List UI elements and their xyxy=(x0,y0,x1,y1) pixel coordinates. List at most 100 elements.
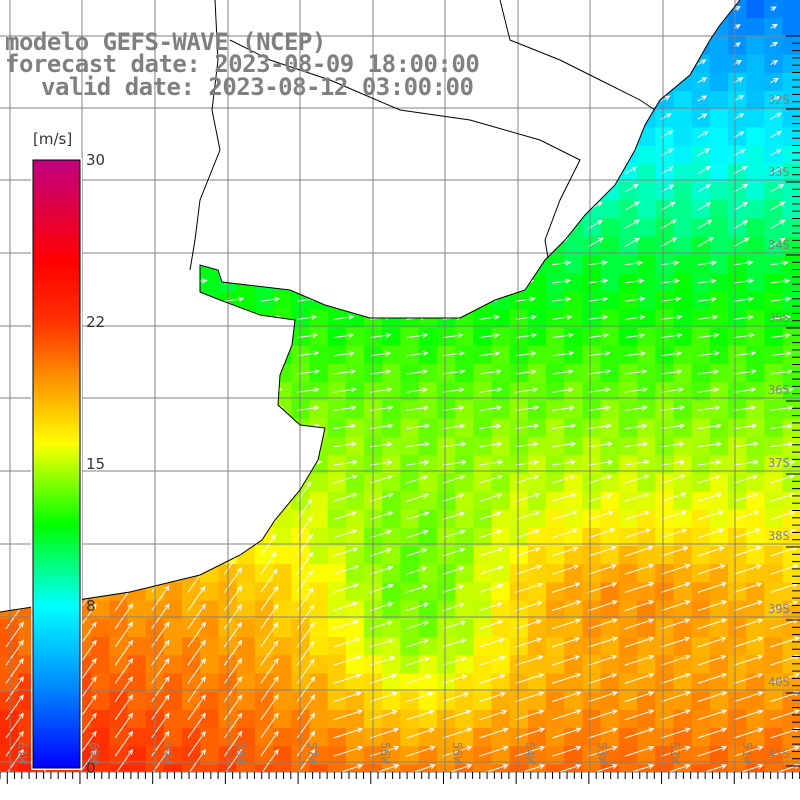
field-cell xyxy=(127,327,147,347)
wind-arrow xyxy=(551,387,574,393)
field-cell xyxy=(491,436,511,456)
field-cell xyxy=(273,546,292,565)
wind-arrow xyxy=(551,763,582,772)
wind-arrow xyxy=(115,441,140,448)
wind-arrow xyxy=(369,745,400,757)
wind-arrow xyxy=(551,77,562,84)
wind-arrow xyxy=(333,637,361,648)
wind-arrow xyxy=(5,639,24,666)
field-cell xyxy=(400,764,420,772)
field-cell xyxy=(400,18,420,37)
field-cell xyxy=(455,436,474,456)
field-cell xyxy=(637,200,656,219)
field-cell xyxy=(163,218,183,238)
wind-arrow xyxy=(588,474,613,484)
wind-arrow xyxy=(588,492,613,502)
latitude-label: 39S xyxy=(768,602,790,616)
latitude-label: 34S xyxy=(768,238,790,252)
field-cell xyxy=(746,0,765,19)
wind-arrow xyxy=(442,692,470,703)
field-cell xyxy=(455,254,474,274)
field-cell xyxy=(382,327,401,347)
wind-arrow xyxy=(442,475,466,484)
field-cell xyxy=(709,200,729,219)
field-cell xyxy=(637,36,656,56)
wind-arrow xyxy=(515,405,540,411)
field-cell xyxy=(54,0,74,19)
wind-arrow xyxy=(733,459,760,466)
field-cell xyxy=(618,127,638,147)
field-cell xyxy=(564,0,583,19)
field-cell xyxy=(691,36,711,56)
wind-arrow xyxy=(733,510,760,521)
wind-arrow xyxy=(661,405,686,411)
field-cell xyxy=(109,691,128,711)
wind-arrow xyxy=(369,691,398,703)
wind-arrow xyxy=(624,727,655,739)
field-cell xyxy=(236,182,256,201)
field-cell xyxy=(0,291,19,310)
field-cell xyxy=(527,91,547,110)
wind-arrow xyxy=(260,219,276,229)
wind-arrow xyxy=(770,112,782,120)
field-cell xyxy=(273,600,292,620)
wind-arrow xyxy=(624,510,650,521)
field-cell xyxy=(200,673,219,693)
wind-arrow xyxy=(733,94,745,102)
field-cell xyxy=(163,637,183,656)
field-cell xyxy=(273,491,292,511)
field-cell xyxy=(709,254,729,274)
field-cell xyxy=(382,218,401,238)
field-cell xyxy=(691,18,711,37)
wind-arrow xyxy=(515,655,544,666)
wind-arrow xyxy=(187,112,200,120)
field-cell xyxy=(36,0,56,19)
field-cell xyxy=(673,91,693,110)
field-cell xyxy=(728,36,747,56)
field-cell xyxy=(527,764,547,772)
wind-arrow xyxy=(588,564,618,575)
field-cell xyxy=(254,546,274,565)
wind-arrow xyxy=(333,405,357,411)
field-cell xyxy=(291,746,310,765)
wind-arrow xyxy=(697,691,728,703)
field-cell xyxy=(691,109,711,128)
field-cell xyxy=(273,564,292,583)
field-cell xyxy=(527,418,547,438)
field-cell xyxy=(200,764,219,772)
field-cell xyxy=(273,200,292,219)
wind-arrow xyxy=(333,673,362,684)
field-cell xyxy=(637,145,656,165)
field-cell xyxy=(709,764,729,772)
wind-arrow xyxy=(624,600,655,612)
wind-arrow xyxy=(733,441,759,448)
field-cell xyxy=(527,327,547,347)
wind-arrow xyxy=(151,639,170,666)
wind-arrow xyxy=(369,113,381,120)
field-cell xyxy=(91,418,110,438)
field-cell xyxy=(709,418,729,438)
field-cell xyxy=(163,0,183,19)
field-cell xyxy=(564,418,583,438)
field-cell xyxy=(746,400,765,420)
wind-arrow xyxy=(5,423,30,430)
field-cell xyxy=(291,673,310,693)
wind-arrow xyxy=(697,441,723,448)
field-cell xyxy=(673,109,693,128)
field-cell xyxy=(327,200,347,219)
wind-arrow xyxy=(588,6,596,12)
wind-arrow xyxy=(661,423,686,430)
field-cell xyxy=(273,473,292,492)
field-cell xyxy=(163,309,183,329)
field-cell xyxy=(0,218,19,238)
wind-arrow xyxy=(333,166,346,175)
field-cell xyxy=(0,364,19,383)
field-cell xyxy=(418,345,438,365)
field-cell xyxy=(109,273,128,292)
wind-arrow xyxy=(151,148,164,157)
field-cell xyxy=(455,491,474,511)
field-cell xyxy=(273,527,292,547)
wind-arrow xyxy=(551,113,562,120)
wind-arrow xyxy=(479,314,500,320)
field-cell xyxy=(309,145,329,165)
